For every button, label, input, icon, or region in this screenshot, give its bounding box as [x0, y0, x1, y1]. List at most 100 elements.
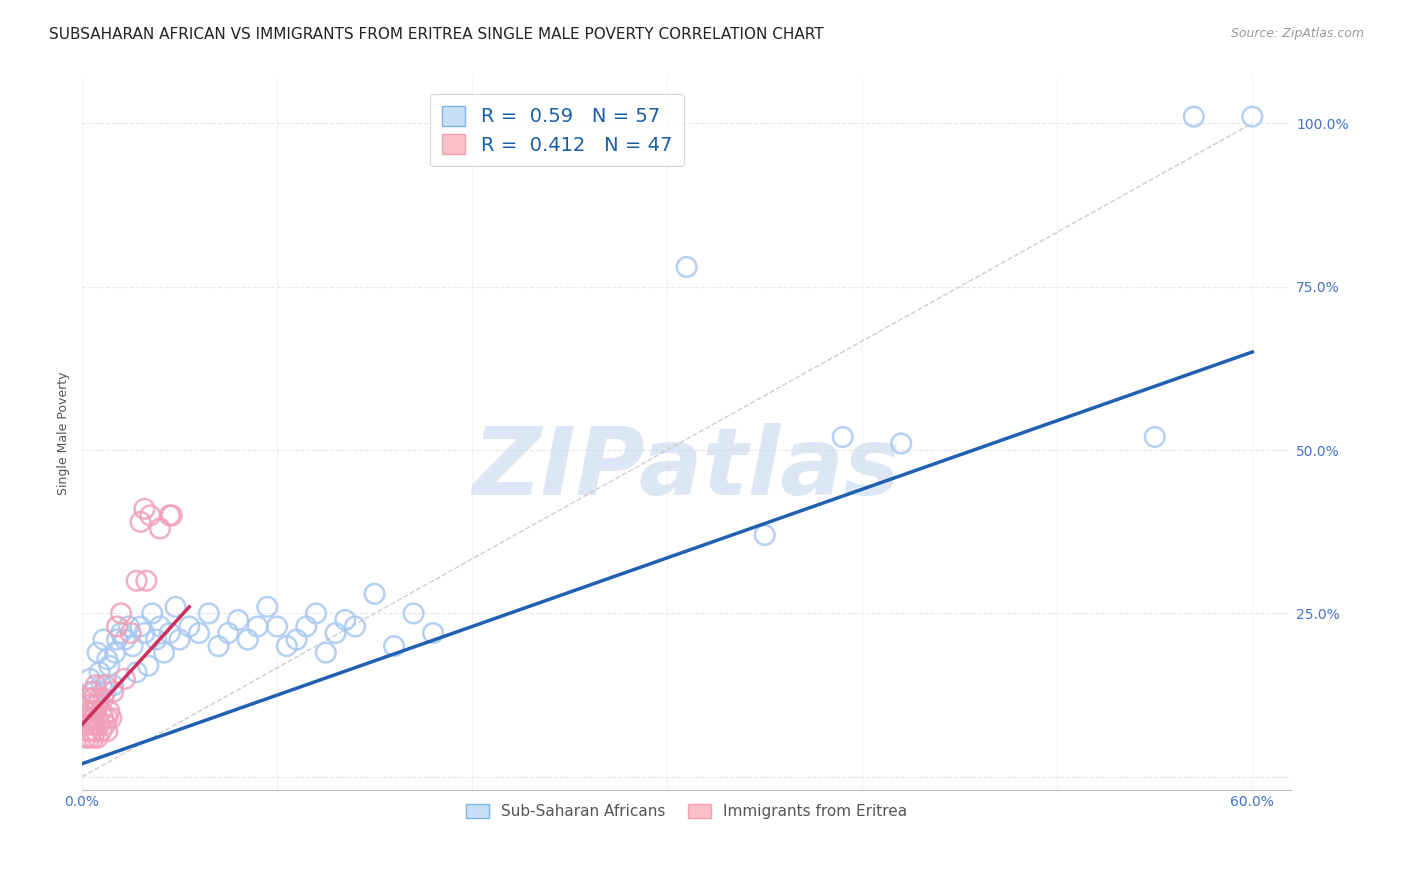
- Point: [134, 626, 156, 640]
- Point: [145, 632, 167, 647]
- Point: [295, 619, 318, 633]
- Point: [80, 724, 103, 739]
- Text: ZIPatlas: ZIPatlas: [472, 424, 901, 516]
- Point: [754, 528, 776, 542]
- Point: [83, 711, 105, 725]
- Point: [285, 632, 308, 647]
- Point: [105, 632, 128, 647]
- Point: [344, 619, 367, 633]
- Point: [93, 711, 115, 725]
- Point: [100, 711, 122, 725]
- Point: [1143, 430, 1166, 444]
- Point: [79, 731, 101, 745]
- Point: [89, 665, 111, 680]
- Point: [86, 711, 108, 725]
- Point: [831, 430, 853, 444]
- Point: [266, 619, 288, 633]
- Point: [160, 508, 183, 523]
- Point: [890, 436, 912, 450]
- Point: [89, 717, 111, 731]
- Point: [90, 724, 112, 739]
- Point: [236, 632, 259, 647]
- Point: [80, 685, 103, 699]
- Point: [149, 521, 172, 535]
- Point: [94, 678, 117, 692]
- Point: [94, 685, 117, 699]
- Point: [129, 619, 152, 633]
- Point: [86, 698, 108, 712]
- Point: [136, 658, 159, 673]
- Point: [98, 705, 121, 719]
- Point: [103, 685, 125, 699]
- Point: [139, 508, 162, 523]
- Point: [402, 607, 425, 621]
- Point: [149, 619, 172, 633]
- Point: [76, 724, 98, 739]
- Point: [256, 599, 278, 614]
- Text: SUBSAHARAN AFRICAN VS IMMIGRANTS FROM ERITREA SINGLE MALE POVERTY CORRELATION CH: SUBSAHARAN AFRICAN VS IMMIGRANTS FROM ER…: [49, 27, 824, 42]
- Point: [335, 613, 357, 627]
- Point: [110, 626, 132, 640]
- Point: [84, 724, 107, 739]
- Point: [83, 685, 105, 699]
- Point: [159, 626, 181, 640]
- Point: [165, 599, 187, 614]
- Point: [246, 619, 269, 633]
- Point: [114, 632, 136, 647]
- Point: [305, 607, 328, 621]
- Point: [76, 705, 98, 719]
- Text: Source: ZipAtlas.com: Source: ZipAtlas.com: [1230, 27, 1364, 40]
- Y-axis label: Single Male Poverty: Single Male Poverty: [58, 372, 70, 495]
- Point: [89, 691, 111, 706]
- Point: [79, 711, 101, 725]
- Point: [110, 607, 132, 621]
- Point: [315, 646, 337, 660]
- Point: [76, 691, 98, 706]
- Point: [103, 678, 125, 692]
- Point: [141, 607, 163, 621]
- Point: [159, 508, 181, 523]
- Point: [104, 646, 127, 660]
- Point: [118, 619, 141, 633]
- Point: [207, 639, 229, 653]
- Point: [79, 698, 101, 712]
- Point: [75, 731, 97, 745]
- Point: [1182, 110, 1205, 124]
- Point: [84, 705, 107, 719]
- Point: [121, 639, 143, 653]
- Point: [120, 626, 142, 640]
- Point: [169, 632, 191, 647]
- Point: [79, 672, 101, 686]
- Point: [125, 665, 148, 680]
- Point: [93, 691, 115, 706]
- Point: [675, 260, 697, 274]
- Point: [179, 619, 201, 633]
- Point: [86, 731, 108, 745]
- Point: [105, 619, 128, 633]
- Point: [134, 501, 156, 516]
- Point: [217, 626, 239, 640]
- Point: [80, 705, 103, 719]
- Point: [153, 646, 176, 660]
- Point: [325, 626, 347, 640]
- Point: [197, 607, 219, 621]
- Point: [90, 678, 112, 692]
- Point: [96, 652, 118, 666]
- Point: [363, 587, 385, 601]
- Legend: Sub-Saharan Africans, Immigrants from Eritrea: Sub-Saharan Africans, Immigrants from Er…: [460, 797, 914, 825]
- Point: [114, 672, 136, 686]
- Point: [83, 691, 105, 706]
- Point: [75, 717, 97, 731]
- Point: [83, 731, 105, 745]
- Point: [125, 574, 148, 588]
- Point: [84, 698, 107, 712]
- Point: [96, 724, 118, 739]
- Point: [98, 658, 121, 673]
- Point: [84, 678, 107, 692]
- Point: [135, 574, 157, 588]
- Point: [86, 646, 108, 660]
- Point: [129, 515, 152, 529]
- Point: [188, 626, 211, 640]
- Point: [276, 639, 298, 653]
- Point: [93, 632, 115, 647]
